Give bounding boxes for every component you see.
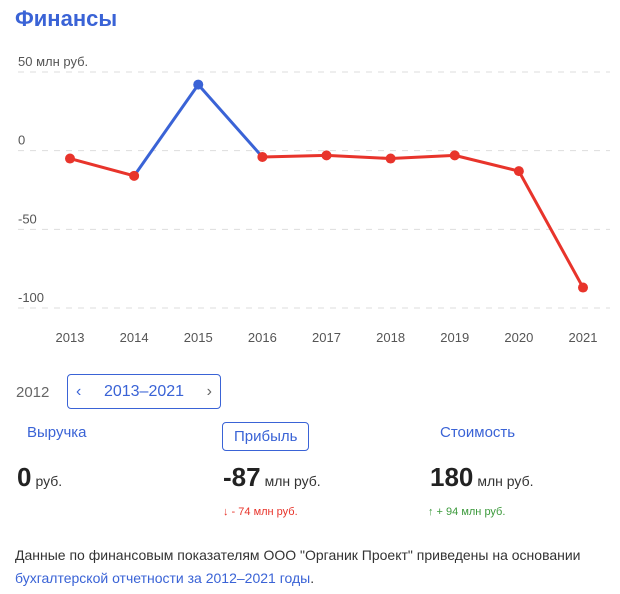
data-point bbox=[193, 79, 204, 90]
series-segment bbox=[517, 169, 585, 290]
profit-value: -87 bbox=[223, 462, 261, 492]
value-metric: 180 млн руб. bbox=[430, 462, 534, 493]
x-tick-label: 2019 bbox=[440, 330, 469, 345]
footnote-suffix: . bbox=[310, 570, 315, 586]
profit-line-chart: 50 млн руб. 0 -50 -100 2013 2014 2015 2016 2017 2… bbox=[18, 54, 610, 345]
revenue-metric: 0 руб. bbox=[17, 462, 62, 493]
footnote: Данные по финансовым показателям ООО "Ор… bbox=[15, 544, 615, 590]
tab-revenue[interactable]: Выручка bbox=[27, 424, 87, 441]
data-point bbox=[385, 153, 396, 164]
data-point bbox=[129, 170, 140, 181]
x-tick-label: 2014 bbox=[120, 330, 149, 345]
data-point bbox=[578, 282, 588, 293]
y-tick-label: -50 bbox=[18, 211, 37, 226]
value-change: ↑ + 94 млн руб. bbox=[428, 506, 506, 518]
period-selector[interactable]: ‹ 2013–2021 › bbox=[67, 374, 221, 409]
y-tick-label: -100 bbox=[18, 290, 44, 305]
previous-year-link[interactable]: 2012 bbox=[16, 384, 50, 401]
tab-value[interactable]: Стоимость bbox=[440, 424, 516, 441]
series-segment bbox=[453, 153, 521, 173]
x-tick-label: 2015 bbox=[184, 330, 213, 345]
series-segment bbox=[260, 153, 328, 159]
chevron-right-icon[interactable]: › bbox=[206, 382, 212, 400]
x-tick-label: 2017 bbox=[312, 330, 341, 345]
accounting-report-link[interactable]: бухгалтерской отчетности за 2012–2021 го… bbox=[15, 570, 311, 586]
period-label: 2013–2021 bbox=[103, 382, 185, 400]
value-value: 180 bbox=[430, 462, 474, 492]
profit-change: ↓ - 74 млн руб. bbox=[223, 506, 298, 518]
data-point bbox=[449, 150, 460, 161]
x-tick-label: 2020 bbox=[504, 330, 533, 345]
x-tick-label: 2018 bbox=[376, 330, 405, 345]
y-tick-label: 50 млн руб. bbox=[18, 54, 88, 69]
footnote-text: Данные по финансовым показателям ООО "Ор… bbox=[15, 547, 581, 563]
x-tick-label: 2016 bbox=[248, 330, 277, 345]
tab-profit[interactable]: Прибыль bbox=[222, 422, 310, 451]
x-tick-label: 2013 bbox=[56, 330, 85, 345]
data-point bbox=[513, 166, 524, 177]
series-segment bbox=[389, 153, 457, 161]
x-tick-label: 2021 bbox=[569, 330, 598, 345]
series-segment bbox=[132, 83, 200, 178]
series-segment bbox=[196, 83, 264, 159]
data-point bbox=[65, 153, 75, 164]
revenue-unit: руб. bbox=[35, 473, 63, 489]
data-point bbox=[321, 150, 332, 161]
y-tick-label: 0 bbox=[18, 133, 25, 148]
profit-unit: млн руб. bbox=[264, 473, 321, 489]
series-segment bbox=[68, 157, 136, 178]
page-title: Финансы bbox=[15, 6, 118, 31]
value-unit: млн руб. bbox=[477, 473, 534, 489]
profit-metric: -87 млн руб. bbox=[223, 462, 321, 493]
period-selector-row: 2012 ‹ 2013–2021 › bbox=[0, 374, 620, 412]
data-point bbox=[257, 151, 268, 162]
series-segment bbox=[325, 153, 393, 161]
chevron-left-icon[interactable]: ‹ bbox=[76, 382, 82, 400]
revenue-value: 0 bbox=[17, 462, 32, 492]
